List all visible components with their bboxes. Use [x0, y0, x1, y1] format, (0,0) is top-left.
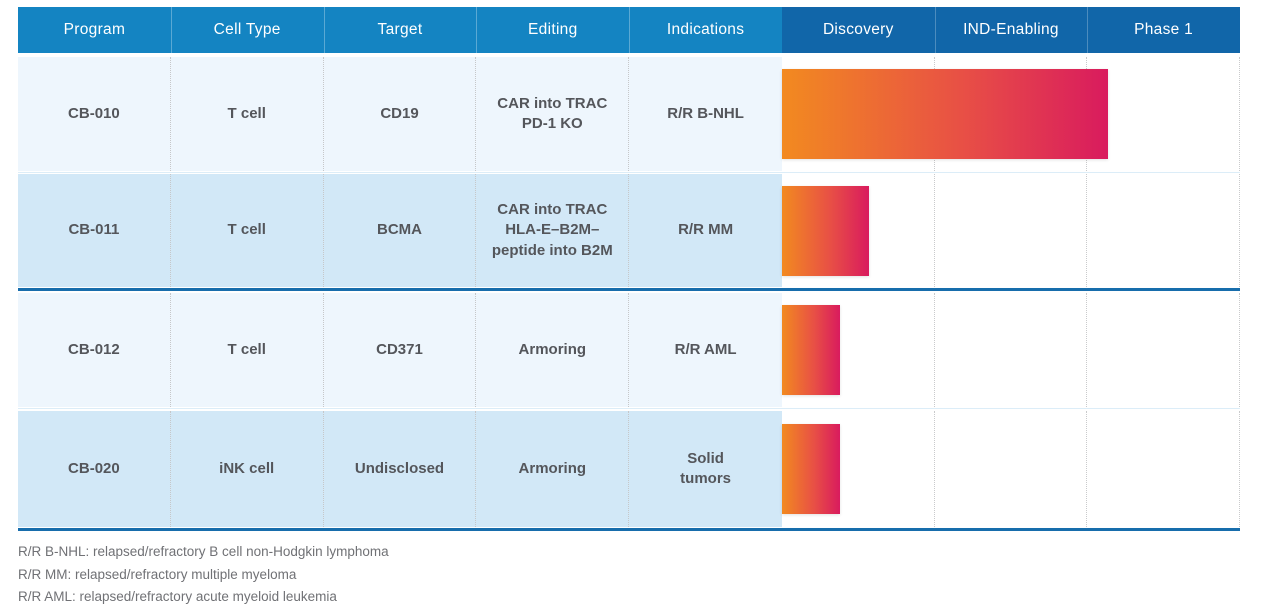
- phase-slot-discovery: [782, 293, 935, 407]
- cell-target: CD19: [324, 57, 477, 171]
- footnotes: R/R B-NHL: relapsed/refractory B cell no…: [18, 541, 389, 609]
- phase-slot-phase-1: [1087, 57, 1240, 171]
- phase-track: [782, 411, 1240, 527]
- cell-target: Undisclosed: [324, 411, 477, 527]
- phase-slot-ind-enabling: [935, 293, 1088, 407]
- cell-indications: Solid tumors: [680, 449, 731, 487]
- phase-track: [782, 174, 1240, 287]
- cell-indications: R/R AML: [674, 340, 737, 358]
- phase-slot-discovery: [782, 411, 935, 527]
- table-row: CB-010 T cell CD19 CAR into TRAC PD-1 KO…: [18, 57, 1240, 171]
- cell-cell-type: iNK cell: [171, 411, 324, 527]
- phase-slot-phase-1: [1087, 174, 1240, 287]
- table-row: CB-011 T cell BCMA CAR into TRAC HLA-E–B…: [18, 174, 1240, 287]
- row-info-cells: CB-020 iNK cell Undisclosed Armoring Sol…: [18, 411, 782, 527]
- cell-program: CB-020: [18, 411, 171, 527]
- cell-target: BCMA: [324, 174, 477, 287]
- cell-program: CB-012: [18, 293, 171, 407]
- cell-editing: Armoring: [476, 293, 630, 407]
- cell-editing: CAR into TRAC HLA-E–B2M– peptide into B2…: [476, 174, 630, 287]
- cell-cell-type: T cell: [171, 293, 324, 407]
- phase-track: [782, 57, 1240, 171]
- table-row: CB-012 T cell CD371 Armoring R/R AML: [18, 293, 1240, 407]
- phase-slot-phase-1: [1087, 293, 1240, 407]
- row-divider: [18, 408, 1240, 409]
- header-cell-indications: Indications: [629, 7, 782, 53]
- cell-program: CB-011: [18, 174, 171, 287]
- cell-editing: CAR into TRAC PD-1 KO: [476, 57, 630, 171]
- progress-bar: [782, 424, 841, 514]
- header-cell-discovery: Discovery: [781, 7, 935, 53]
- phase-track: [782, 293, 1240, 407]
- table-row: CB-020 iNK cell Undisclosed Armoring Sol…: [18, 411, 1240, 527]
- footnote-mm: R/R MM: relapsed/refractory multiple mye…: [18, 566, 297, 582]
- header-cell-cell-type: Cell Type: [170, 7, 324, 53]
- footnote-aml: R/R AML: relapsed/refractory acute myelo…: [18, 589, 337, 604]
- cell-cell-type: T cell: [171, 174, 324, 287]
- phase-slot-discovery: [782, 174, 935, 287]
- cell-editing: Armoring: [476, 411, 630, 527]
- header-cell-ind-enabling: IND-Enabling: [934, 7, 1088, 53]
- progress-bar: [782, 69, 1109, 159]
- header-cell-program: Program: [18, 7, 171, 53]
- cell-indications: R/R MM: [678, 221, 734, 239]
- phase-slot-ind-enabling: [935, 174, 1088, 287]
- bottom-rule: [18, 528, 1240, 531]
- header-cell-phase-1: Phase 1: [1087, 7, 1240, 53]
- progress-bar: [782, 185, 870, 276]
- cell-indications: R/R B-NHL: [667, 104, 744, 122]
- phase-slot-ind-enabling: [935, 411, 1088, 527]
- progress-bar: [782, 305, 841, 395]
- cell-cell-type: T cell: [171, 57, 324, 171]
- table-header: Program Cell Type Target Editing Indicat…: [18, 7, 1240, 53]
- row-info-cells: CB-010 T cell CD19 CAR into TRAC PD-1 KO…: [18, 57, 782, 171]
- cell-target: CD371: [324, 293, 477, 407]
- row-divider: [18, 172, 1240, 173]
- row-info-cells: CB-012 T cell CD371 Armoring R/R AML: [18, 293, 782, 407]
- phase-slot-phase-1: [1087, 411, 1240, 527]
- group-separator-rule: [18, 288, 1240, 291]
- header-cell-target: Target: [323, 7, 477, 53]
- header-cell-editing: Editing: [476, 7, 630, 53]
- row-info-cells: CB-011 T cell BCMA CAR into TRAC HLA-E–B…: [18, 174, 782, 287]
- footnote-bnhl: R/R B-NHL: relapsed/refractory B cell no…: [18, 544, 389, 559]
- cell-program: CB-010: [18, 57, 171, 171]
